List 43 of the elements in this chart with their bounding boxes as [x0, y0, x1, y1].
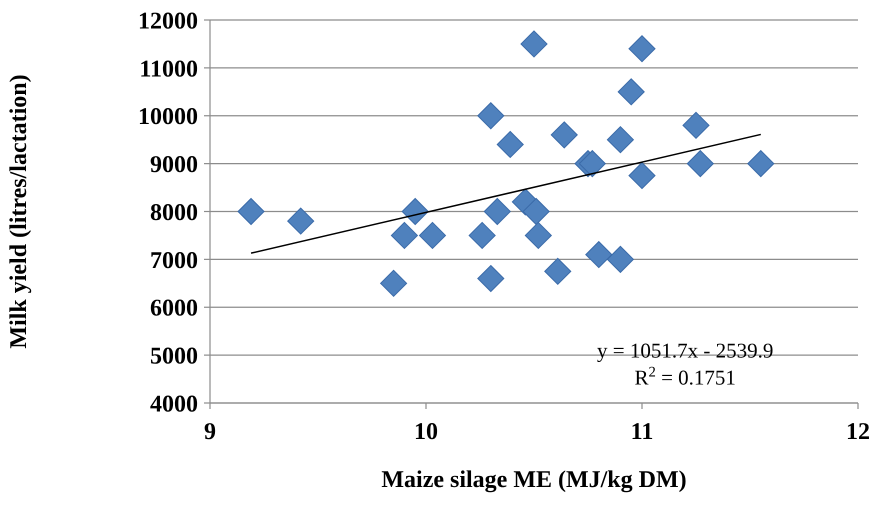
point: [550, 121, 578, 148]
point: [477, 102, 504, 130]
x-axis-title: Maize silage ME (MJ/kg DM): [381, 467, 687, 493]
x-tick-label: 10: [414, 419, 438, 445]
point: [578, 150, 606, 178]
y-tick-label: 10000: [138, 104, 198, 130]
point: [522, 198, 550, 225]
point: [520, 30, 548, 58]
point: [524, 222, 552, 249]
y-tick-label: 6000: [150, 296, 198, 322]
y-axis-title: Milk yield (litres/lactation): [6, 74, 32, 349]
point: [287, 208, 314, 235]
point: [628, 35, 656, 62]
y-tick-label: 9000: [150, 152, 198, 178]
x-tick-label: 11: [630, 419, 654, 445]
y-tick-label: 11000: [139, 56, 198, 82]
point: [544, 258, 572, 285]
point: [686, 150, 714, 178]
point: [585, 241, 612, 268]
point: [477, 265, 504, 292]
point: [682, 112, 710, 139]
annotation: R$^{2}$ = 0.1751: [634, 364, 736, 390]
point: [618, 78, 645, 106]
point: [484, 198, 511, 225]
y-tick-label: 7000: [150, 248, 198, 274]
point: [606, 126, 634, 154]
point: [418, 222, 446, 249]
annotation: y = 1051.7x - 2539.9: [597, 338, 774, 363]
y-tick-label: 5000: [150, 344, 198, 370]
point: [606, 246, 634, 273]
point: [496, 130, 524, 158]
point: [238, 198, 265, 225]
y-tick-label: 8000: [150, 200, 198, 226]
point: [628, 162, 656, 190]
point: [468, 222, 496, 249]
y-tick-label: 4000: [150, 391, 198, 418]
x-tick-label: 9: [204, 419, 216, 445]
point: [390, 222, 418, 249]
x-tick-label: 12: [846, 419, 870, 445]
point: [747, 150, 774, 178]
point: [380, 270, 408, 297]
point: [402, 198, 429, 225]
y-tick-label: 12000: [138, 8, 198, 34]
